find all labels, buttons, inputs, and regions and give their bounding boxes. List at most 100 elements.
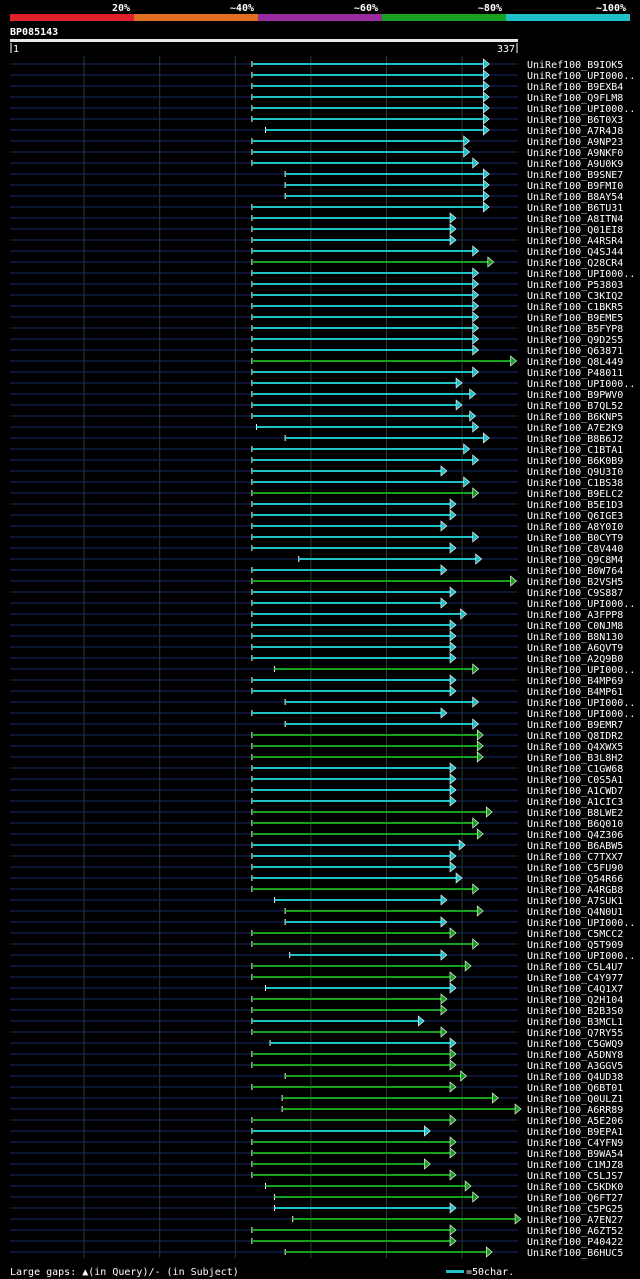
hit-arrow (455, 872, 463, 884)
hit-bar (251, 393, 471, 395)
hit-label: UniRef100_B9EME5 (527, 313, 623, 324)
hit-arrow (469, 410, 477, 422)
hit-arrow (472, 267, 480, 279)
hit-label: UniRef100_Q6IGE3 (527, 511, 623, 522)
hit-label: UniRef100_A3FPP8 (527, 610, 623, 621)
hit-label: UniRef100_B6TU31 (527, 203, 623, 214)
hit-arrow (440, 465, 448, 477)
hit-label: UniRef100_Q9D2S5 (527, 335, 623, 346)
hit-arrow (449, 542, 457, 554)
hit-label: UniRef100_B9PWV0 (527, 390, 623, 401)
hit-label: UniRef100_B8LWE2 (527, 808, 623, 819)
hit-bar (256, 426, 474, 428)
hit-label: UniRef100_B4MP69 (527, 676, 623, 687)
hit-label: UniRef100_C4Q1X7 (527, 984, 623, 995)
hit-label: UniRef100_P40422 (527, 1237, 623, 1248)
hit-bar (251, 646, 452, 648)
hit-bar (274, 1196, 474, 1198)
hit-label: UniRef100_B2B3S0 (527, 1006, 623, 1017)
hit-arrow (455, 377, 463, 389)
hit-label: UniRef100_UPI000.. (527, 709, 635, 720)
hit-arrow (472, 817, 480, 829)
hit-bar (251, 481, 465, 483)
hit-bar (251, 525, 442, 527)
hit-bar (251, 1064, 452, 1066)
hit-bar (251, 349, 474, 351)
hit-label: UniRef100_C5MCC2 (527, 929, 623, 940)
hit-label: UniRef100_UPI000.. (527, 951, 635, 962)
hit-label: UniRef100_B6K0B9 (527, 456, 623, 467)
hit-arrow (472, 366, 480, 378)
hit-bar (251, 371, 474, 373)
hit-bar (265, 987, 452, 989)
hit-arrow (482, 58, 490, 70)
hit-arrow (449, 1114, 457, 1126)
hit-bar (251, 932, 452, 934)
hit-label: UniRef100_Q2H104 (527, 995, 623, 1006)
hit-label: UniRef100_C1BKR5 (527, 302, 623, 313)
hit-bar (251, 96, 485, 98)
hit-arrow (469, 388, 477, 400)
hit-bar (251, 866, 452, 868)
hit-label: UniRef100_B9EPA1 (527, 1127, 623, 1138)
hit-bar (251, 107, 485, 109)
hit-label: UniRef100_B7QL52 (527, 401, 623, 412)
hit-arrow (449, 795, 457, 807)
hit-label: UniRef100_P48011 (527, 368, 623, 379)
hit-label: UniRef100_A8Y0I0 (527, 522, 623, 533)
identity-legend-label: ~40% (230, 3, 254, 14)
hit-bar (251, 250, 474, 252)
hit-bar (251, 151, 465, 153)
hit-bar (251, 547, 452, 549)
hit-bar (251, 734, 479, 736)
hit-arrow (482, 168, 490, 180)
hit-label: UniRef100_Q5T909 (527, 940, 623, 951)
hit-arrow (449, 784, 457, 796)
hit-arrow (476, 828, 484, 840)
footer-scale-text: =50char. (466, 1267, 514, 1278)
hit-bar (282, 1108, 517, 1110)
hit-bar (285, 195, 485, 197)
hit-arrow (449, 586, 457, 598)
hit-bar (251, 976, 452, 978)
hit-label: UniRef100_B6T0X3 (527, 115, 623, 126)
hit-arrow (472, 1191, 480, 1203)
hit-bar (251, 415, 471, 417)
hit-label: UniRef100_A9U0K9 (527, 159, 623, 170)
hit-arrow (510, 355, 517, 367)
hit-bar (251, 503, 452, 505)
hit-arrow (417, 1015, 425, 1027)
hit-label: UniRef100_C3KIQ2 (527, 291, 623, 302)
hit-bar (298, 558, 477, 560)
hit-arrow (464, 960, 472, 972)
hit-bar (251, 1119, 452, 1121)
hit-arrow (449, 1136, 457, 1148)
hit-label: UniRef100_UPI000.. (527, 918, 635, 929)
hit-bar (251, 602, 442, 604)
identity-legend-segment (134, 14, 258, 21)
hit-arrow (449, 223, 457, 235)
hit-arrow (476, 740, 484, 752)
identity-legend-label: ~60% (354, 3, 378, 14)
hit-arrow (449, 674, 457, 686)
hit-label: UniRef100_Q7RY55 (527, 1028, 623, 1039)
hit-label: UniRef100_UPI000.. (527, 71, 635, 82)
hit-label: UniRef100_B9ELC2 (527, 489, 623, 500)
hit-arrow (449, 1048, 457, 1060)
hit-arrow (482, 190, 490, 202)
hit-label: UniRef100_B2VSH5 (527, 577, 623, 588)
hit-arrow (475, 553, 483, 565)
hit-arrow (482, 432, 490, 444)
hit-bar (251, 63, 485, 65)
hit-arrow (449, 850, 457, 862)
hit-label: UniRef100_UPI000.. (527, 599, 635, 610)
hit-arrow (482, 102, 490, 114)
hit-label: UniRef100_A5E206 (527, 1116, 623, 1127)
hit-arrow (440, 597, 448, 609)
hit-bar (251, 613, 462, 615)
hit-label: UniRef100_A7EN27 (527, 1215, 623, 1226)
hit-label: UniRef100_UPI000.. (527, 104, 635, 115)
hit-label: UniRef100_B6Q010 (527, 819, 623, 830)
hit-arrow (449, 509, 457, 521)
